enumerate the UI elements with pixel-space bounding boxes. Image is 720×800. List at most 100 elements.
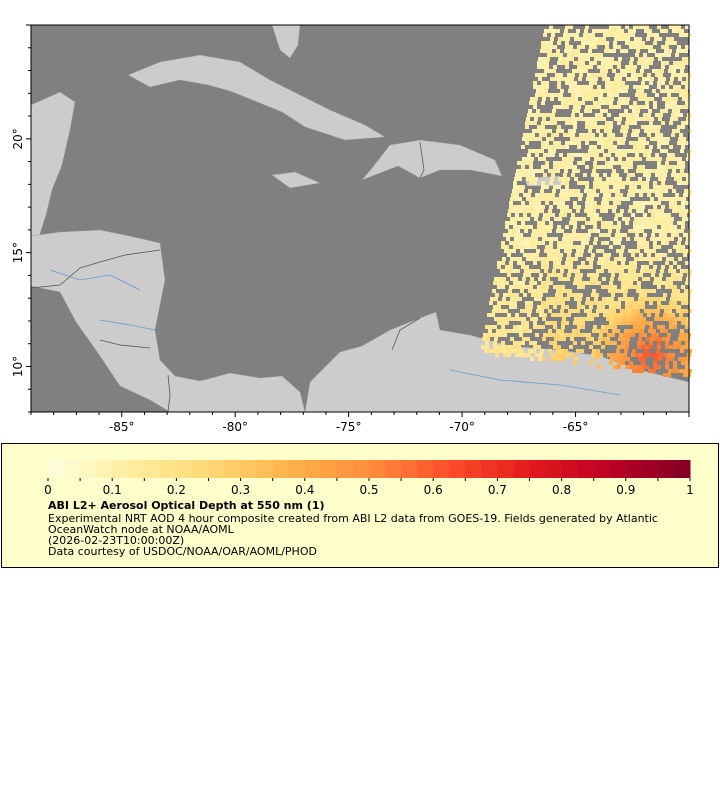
aod-cell <box>517 261 521 265</box>
aod-cell <box>528 349 532 353</box>
aod-cell <box>550 237 554 241</box>
aod-cell <box>552 69 556 73</box>
aod-cell <box>647 133 651 137</box>
aod-cell <box>665 105 669 109</box>
aod-cell <box>557 285 561 289</box>
aod-cell <box>585 121 589 125</box>
aod-cell <box>592 29 596 33</box>
aod-cell <box>537 65 541 69</box>
aod-cell <box>646 217 650 221</box>
aod-cell <box>552 169 556 173</box>
aod-cell <box>502 257 506 261</box>
aod-cell <box>675 53 679 57</box>
legend-panel: 0 0.1 0.2 0.3 0.4 0.5 0.6 0.7 0.8 0.9 1 ABI L2+ Ae… <box>1 443 719 568</box>
aod-cell <box>641 85 645 89</box>
aod-cell <box>671 113 675 117</box>
aod-cell <box>648 129 652 133</box>
aod-cell <box>588 189 592 193</box>
aod-cell <box>628 249 632 253</box>
colorbar-swatch <box>352 460 370 478</box>
aod-cell <box>666 357 670 361</box>
aod-cell <box>611 133 615 137</box>
aod-cell <box>653 281 657 285</box>
aod-cell <box>619 353 623 357</box>
aod-cell <box>587 33 591 37</box>
aod-cell <box>581 161 585 165</box>
aod-cell <box>491 333 495 337</box>
aod-cell <box>652 49 656 53</box>
aod-cell <box>561 285 565 289</box>
aod-cell <box>609 25 613 29</box>
aod-cell <box>549 341 553 345</box>
aod-cell <box>609 221 613 225</box>
aod-cell <box>674 197 678 201</box>
aod-cell <box>591 313 595 317</box>
aod-cell <box>574 177 578 181</box>
aod-cell <box>613 41 617 45</box>
aod-cell <box>650 217 654 221</box>
aod-cell <box>588 49 592 53</box>
aod-cell <box>629 265 633 269</box>
aod-cell <box>587 73 591 77</box>
aod-cell <box>644 309 648 313</box>
aod-cell <box>543 233 547 237</box>
aod-cell <box>533 101 537 105</box>
aod-cell <box>653 41 657 45</box>
aod-cell <box>543 333 547 337</box>
aod-cell <box>609 341 613 345</box>
aod-cell <box>683 253 687 257</box>
aod-cell <box>484 349 488 353</box>
aod-cell <box>551 193 555 197</box>
aod-cell <box>674 317 678 321</box>
aod-cell <box>632 149 636 153</box>
aod-cell <box>501 241 505 245</box>
aod-cell <box>577 285 581 289</box>
aod-cell <box>608 229 612 233</box>
aod-cell <box>605 61 609 65</box>
aod-cell <box>637 365 641 369</box>
colorbar-swatch <box>561 460 579 478</box>
aod-cell <box>546 297 550 301</box>
aod-cell <box>660 229 664 233</box>
aod-cell <box>652 249 656 253</box>
aod-cell <box>683 173 687 177</box>
aod-cell <box>669 325 673 329</box>
aod-cell <box>552 189 556 193</box>
aod-cell <box>542 197 546 201</box>
aod-cell <box>618 77 622 81</box>
aod-cell <box>669 345 673 349</box>
aod-cell <box>589 81 593 85</box>
aod-cell <box>648 289 652 293</box>
aod-cell <box>589 105 593 109</box>
aod-cell <box>617 265 621 269</box>
aod-cell <box>640 369 644 373</box>
aod-cell <box>572 69 576 73</box>
aod-cell <box>602 197 606 201</box>
aod-cell <box>605 325 609 329</box>
aod-cell <box>577 281 581 285</box>
aod-cell <box>538 257 542 261</box>
x-tick-label: -75° <box>336 420 362 434</box>
aod-cell <box>587 333 591 337</box>
aod-cell <box>605 341 609 345</box>
aod-cell <box>671 353 675 357</box>
aod-cell <box>493 345 497 349</box>
aod-cell <box>665 85 669 89</box>
axes: -85° -80° -75° -70° -65°20°15°10° <box>11 24 690 434</box>
aod-cell <box>645 345 649 349</box>
aod-cell <box>528 329 532 333</box>
aod-cell <box>636 149 640 153</box>
aod-cell <box>531 113 535 117</box>
aod-cell <box>621 161 625 165</box>
aod-cell <box>642 57 646 61</box>
aod-cell <box>547 93 551 97</box>
aod-cell <box>504 329 508 333</box>
aod-cell <box>589 261 593 265</box>
y-tick-label: 10° <box>11 356 25 377</box>
aod-cell <box>517 161 521 165</box>
aod-cell <box>680 89 684 93</box>
aod-cell <box>605 145 609 149</box>
aod-cell <box>633 205 637 209</box>
aod-cell <box>574 237 578 241</box>
aod-cell <box>626 217 630 221</box>
